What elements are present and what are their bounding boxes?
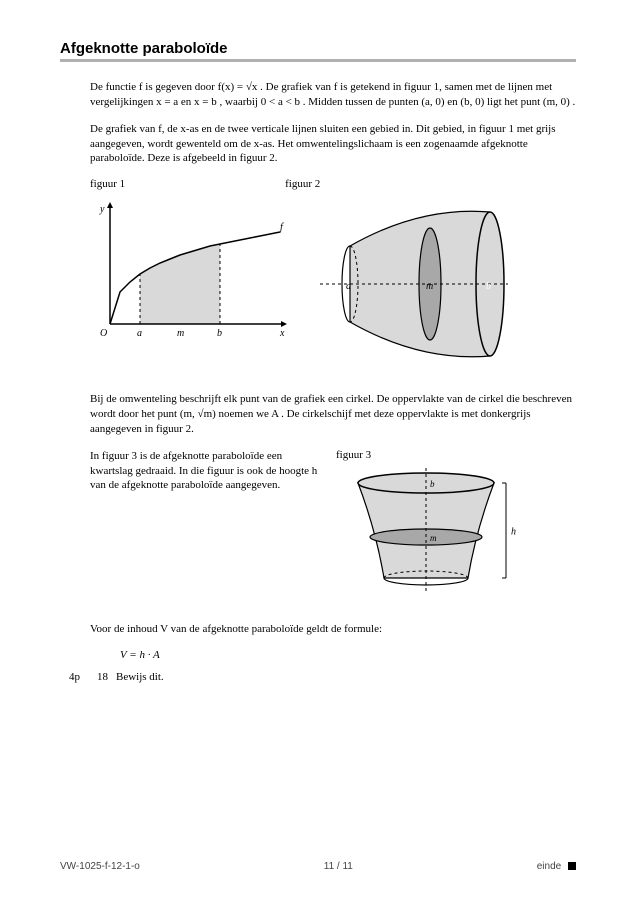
question-text: Bewijs dit.: [116, 671, 164, 683]
svg-text:h: h: [511, 526, 516, 537]
page-title: Afgeknotte paraboloïde: [60, 40, 576, 57]
figure-labels-row: figuur 1 figuur 2: [60, 178, 576, 190]
svg-text:b: b: [430, 479, 435, 489]
figures-row-1: y x f Oa m b a m b: [60, 194, 576, 374]
figures-row-2: In figuur 3 is de afgeknotte paraboloïde…: [60, 449, 576, 608]
paragraph-4: In figuur 3 is de afgeknotte paraboloïde…: [90, 449, 320, 608]
paragraph-5: Voor de inhoud V van de afgeknotte parab…: [60, 622, 576, 637]
paragraph-3: Bij de omwenteling beschrijft elk punt v…: [60, 392, 576, 437]
footer-right-text: einde: [537, 861, 561, 872]
figure-3-label: figuur 3: [336, 449, 536, 461]
svg-text:y: y: [99, 204, 105, 215]
svg-text:f: f: [280, 222, 284, 233]
page-container: Afgeknotte paraboloïde De functie f is g…: [0, 0, 636, 713]
svg-text:a: a: [346, 281, 351, 292]
paragraph-2: De grafiek van f, de x-as en de twee ver…: [60, 122, 576, 167]
footer-center: 11 / 11: [324, 861, 353, 872]
svg-text:m: m: [430, 533, 437, 543]
figure-3-wrap: figuur 3 h m b: [336, 449, 536, 608]
question-row: 4p 18 Bewijs dit.: [60, 671, 576, 683]
figure-3: h m b: [336, 463, 536, 603]
question-number: 18: [88, 671, 108, 683]
footer-left: VW-1025-f-12-1-o: [60, 861, 140, 872]
formula: V = h · A: [60, 649, 576, 661]
question-points: 4p: [60, 671, 80, 683]
figure-2: amb: [310, 194, 530, 374]
paragraph-1: De functie f is gegeven door f(x) = √x .…: [60, 80, 576, 110]
svg-text:O: O: [100, 328, 107, 339]
page-footer: VW-1025-f-12-1-o 11 / 11 einde: [60, 861, 576, 872]
svg-text:a: a: [137, 328, 142, 339]
svg-text:m: m: [426, 281, 433, 292]
figure-1: y x f Oa m b: [90, 194, 290, 344]
svg-text:b: b: [486, 281, 491, 292]
svg-text:b: b: [217, 328, 222, 339]
title-rule: [60, 59, 576, 62]
svg-text:m: m: [177, 328, 184, 339]
figure-1-label: figuur 1: [90, 178, 125, 190]
end-marker-icon: [568, 862, 576, 870]
footer-right: einde: [537, 861, 576, 872]
figure-2-label: figuur 2: [285, 178, 320, 190]
svg-text:x: x: [279, 328, 285, 339]
